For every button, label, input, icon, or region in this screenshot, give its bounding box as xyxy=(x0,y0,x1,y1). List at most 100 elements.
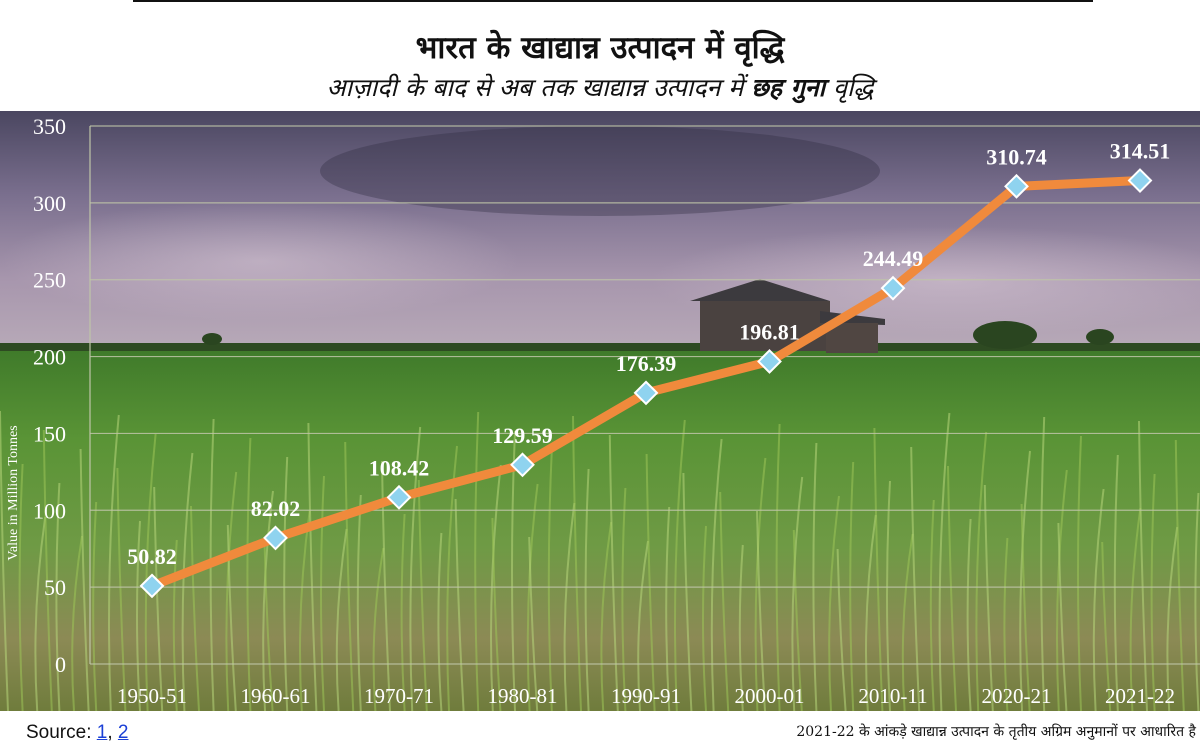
rice-stalk-shape xyxy=(584,468,590,712)
data-point-marker xyxy=(263,525,288,551)
rice-stalk-shape xyxy=(372,547,385,712)
data-point-marker xyxy=(880,275,906,301)
rice-stalk-shape xyxy=(1194,492,1200,712)
rice-stalk-shape xyxy=(836,548,847,712)
rice-stalk-shape xyxy=(791,476,804,712)
data-label: 50.82 xyxy=(127,544,177,569)
data-point-marker xyxy=(1127,168,1153,193)
data-point-marker xyxy=(633,380,659,406)
rice-stalk-shape xyxy=(71,535,83,712)
data-label: 108.42 xyxy=(369,455,430,480)
y-tick-label: 200 xyxy=(33,345,66,370)
rice-stalk-shape xyxy=(0,410,9,712)
rice-stalk-shape xyxy=(1166,526,1179,712)
rice-stalk-shape xyxy=(621,487,627,712)
y-axis: 0 50 100 150 200 250 300 350 xyxy=(33,114,91,677)
food-production-line-chart: 0 50 100 150 200 250 300 350 1950-51 1960-61 1970… xyxy=(0,111,1200,712)
rice-stalk-shape xyxy=(144,433,157,712)
y-tick-label: 50 xyxy=(44,575,66,600)
rice-stalk-shape xyxy=(262,490,274,712)
rice-stalk-shape xyxy=(1020,503,1031,712)
y-tick-label: 300 xyxy=(33,191,66,216)
rice-stalk-shape xyxy=(381,460,391,712)
rice-stalk-shape xyxy=(637,540,649,712)
x-tick-label: 1970-71 xyxy=(364,684,434,708)
rice-stalk-shape xyxy=(225,471,238,712)
rice-stalk-shape xyxy=(947,465,957,712)
rice-stalk-shape xyxy=(865,514,877,712)
data-label: 176.39 xyxy=(616,351,677,376)
rice-stalk-shape xyxy=(335,528,348,712)
rice-stalk-shape xyxy=(1092,488,1105,712)
rice-stalks xyxy=(0,410,1200,712)
data-point-marker xyxy=(386,484,412,510)
rice-stalk-shape xyxy=(873,427,884,712)
rice-stalk-shape xyxy=(1077,435,1082,712)
source-link-1[interactable]: 1 xyxy=(96,722,108,743)
rice-stalk-shape xyxy=(719,491,730,712)
cloud-shape xyxy=(320,126,880,216)
rice-stalk-shape xyxy=(702,525,707,712)
rice-stalk-shape xyxy=(1174,439,1185,712)
subtitle-text-post: वृद्धि xyxy=(825,73,874,102)
rice-stalk-shape xyxy=(828,495,840,712)
rice-stalk-shape xyxy=(665,506,671,712)
background-photo xyxy=(0,111,1200,712)
y-tick-label: 150 xyxy=(33,421,66,446)
x-tick-label: 2020-21 xyxy=(982,684,1052,708)
rice-stalk-shape xyxy=(246,437,252,712)
rice-stalk-shape xyxy=(528,536,539,712)
rice-stalk-shape xyxy=(18,463,24,712)
rice-stalk-shape xyxy=(812,442,818,712)
x-tick-label: 1960-61 xyxy=(241,684,311,708)
rice-stalk-shape xyxy=(1101,541,1112,712)
x-tick-label: 1990-91 xyxy=(611,684,681,708)
rice-stalk-shape xyxy=(600,521,613,712)
rice-stalk-shape xyxy=(901,533,914,712)
rice-stalk-shape xyxy=(1003,537,1009,712)
data-point-marker xyxy=(1004,173,1029,199)
rice-stalk-shape xyxy=(490,464,502,712)
y-tick-label: 250 xyxy=(33,268,66,293)
rice-stalk-shape xyxy=(55,482,61,712)
rice-stalk-shape xyxy=(1040,416,1046,712)
rice-stalk-shape xyxy=(437,532,443,712)
rice-stalk-shape xyxy=(136,520,141,712)
page-subtitle: आज़ादी के बाद से अब तक खाद्यान्न उत्पादन… xyxy=(0,70,1200,104)
top-rule xyxy=(133,0,1093,2)
x-axis: 1950-51 1960-61 1970-71 1980-81 1990-91 2000-… xyxy=(117,684,1175,708)
rice-stalk-shape xyxy=(754,457,767,712)
y-tick-label: 100 xyxy=(33,498,66,523)
rice-stalk-shape xyxy=(547,449,553,712)
rice-stalk-shape xyxy=(975,431,988,712)
rice-stalk-shape xyxy=(153,486,164,712)
rice-stalk-shape xyxy=(356,494,362,712)
data-point-marker xyxy=(757,349,782,374)
chart-container: 0 50 100 150 200 250 300 350 1950-51 1960-61 1970… xyxy=(0,111,1200,712)
data-label: 244.49 xyxy=(863,246,924,271)
rice-stalk-shape xyxy=(738,544,744,712)
source-link-2[interactable]: 2 xyxy=(117,722,129,743)
rice-stalk-shape xyxy=(983,484,994,712)
series-line-group: 50.82 82.02 108.42 129.59 176.39 196.81 244.49… xyxy=(127,139,1170,599)
rice-stalk-shape xyxy=(966,518,972,712)
data-point-marker xyxy=(510,452,535,478)
rice-stalk-shape xyxy=(1150,473,1156,712)
source-separator: , xyxy=(107,722,118,743)
rice-stalk-shape xyxy=(307,422,318,712)
grid-lines xyxy=(90,125,1200,665)
rice-stalk-shape xyxy=(775,423,781,712)
data-label: 310.74 xyxy=(986,144,1047,169)
rice-stalk-shape xyxy=(108,414,120,712)
rice-stalk-shape xyxy=(929,499,935,712)
rice-stalk-shape xyxy=(572,415,582,712)
rice-stalk-shape xyxy=(79,448,90,712)
rice-stalk-shape xyxy=(172,539,178,712)
rice-stalk-shape xyxy=(563,502,576,712)
source-label: Source: xyxy=(26,722,97,743)
y-tick-label: 350 xyxy=(33,114,66,139)
rice-stalk-shape xyxy=(409,426,422,712)
rice-stalk-shape xyxy=(526,483,539,712)
rice-stalk-shape xyxy=(190,505,200,712)
rice-stalk-shape xyxy=(474,411,480,712)
